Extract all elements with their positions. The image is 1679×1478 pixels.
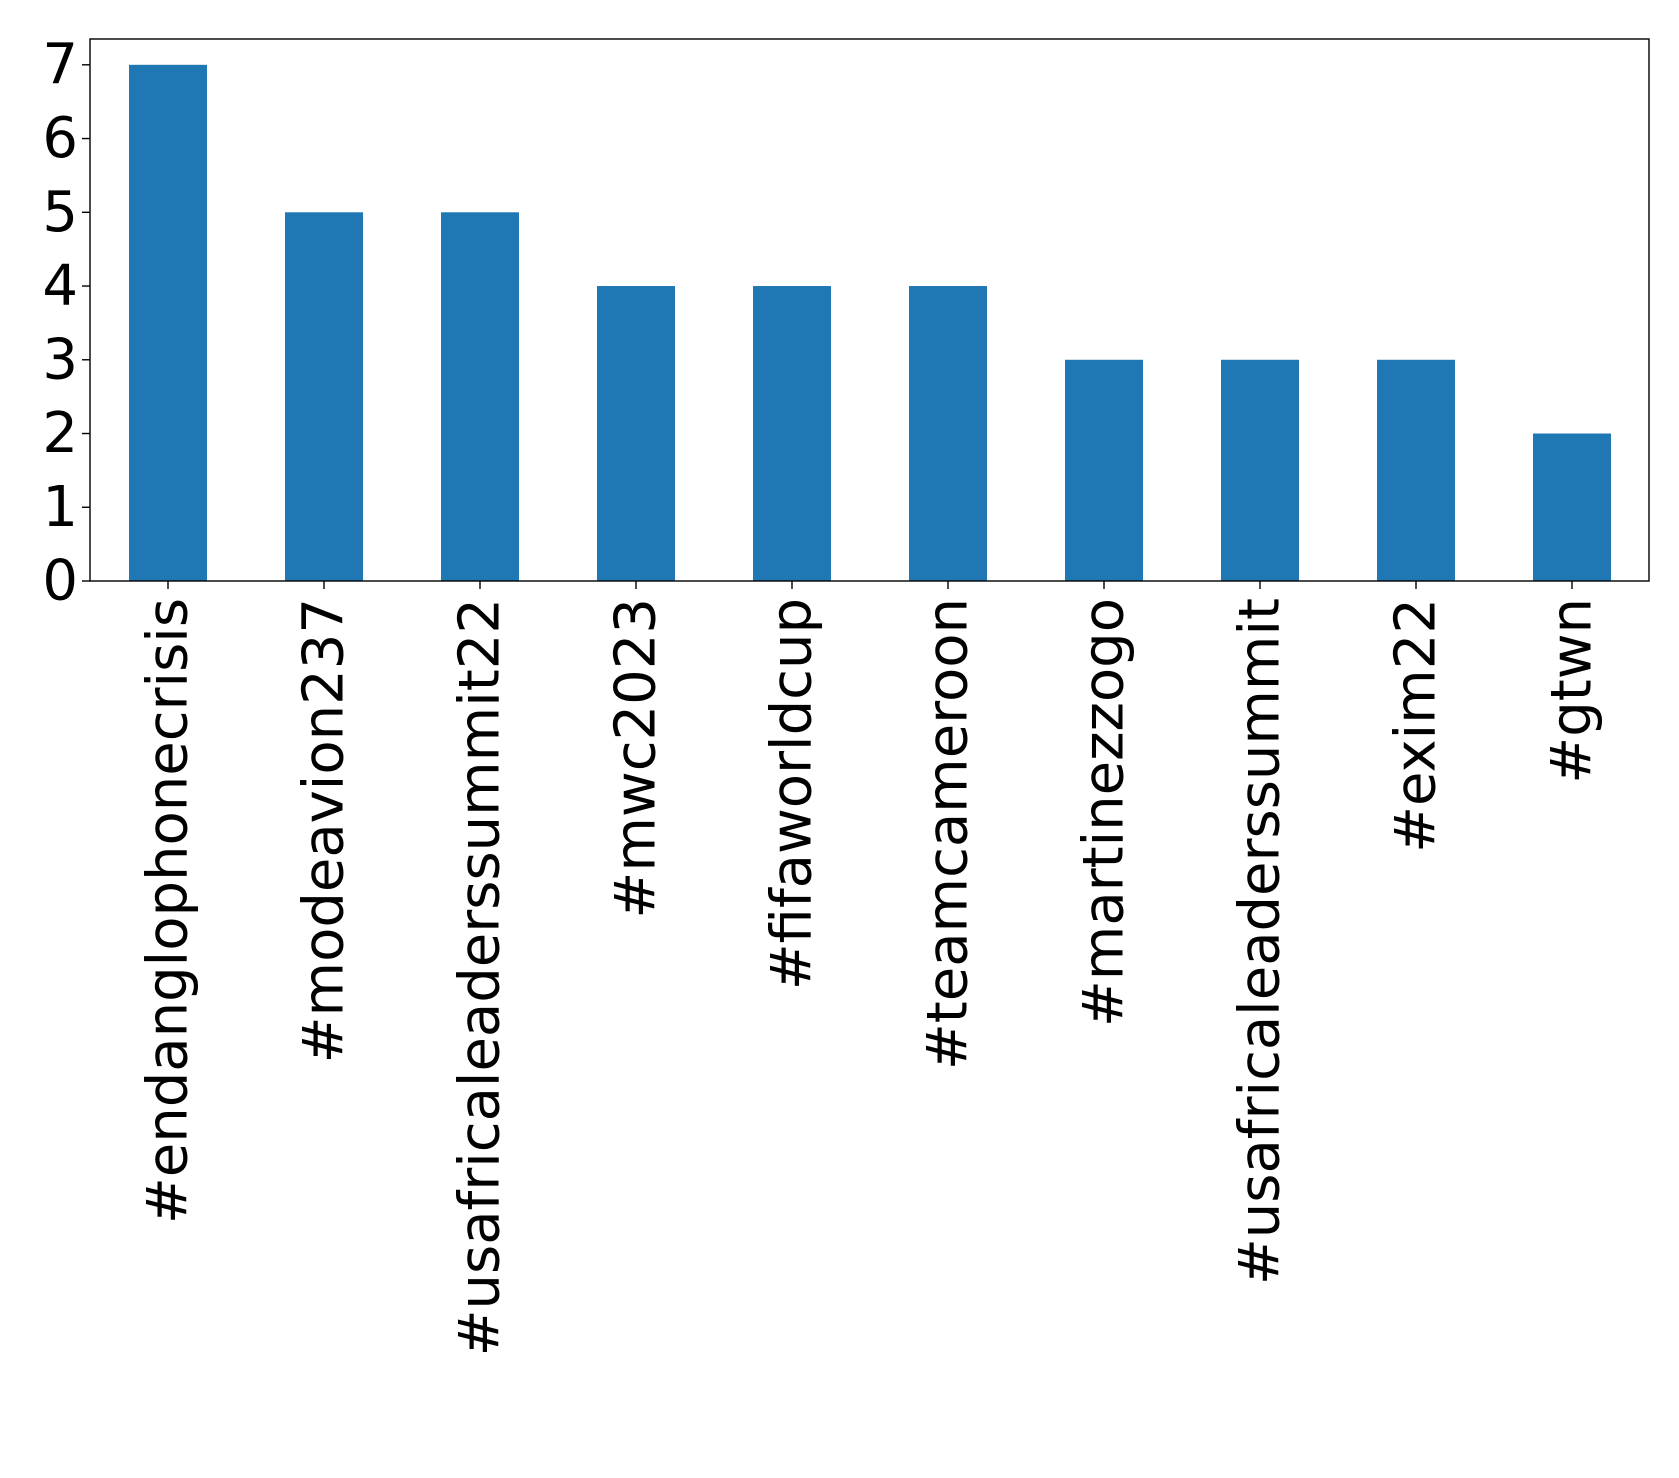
y-tick-label: 1 [42,475,78,540]
x-tick-label: #martinezzogo [1072,598,1137,1027]
x-tick-label: #teamcameroon [916,598,981,1070]
y-tick-label: 3 [42,327,78,392]
bar-modeavion237 [285,212,363,581]
bar-exim22 [1377,359,1455,581]
y-tick-label: 2 [42,401,78,466]
x-tick-label: #exim22 [1384,598,1449,853]
x-tick-label: #fifaworldcup [760,598,825,990]
x-tick-label: #modeavion237 [292,598,357,1063]
bar-teamcameroon [909,286,987,581]
bar-martinezzogo [1065,359,1143,581]
y-tick-label: 6 [42,106,78,171]
y-tick-label: 0 [42,549,78,614]
x-tick-label: #usafricaleaderssummit [1228,598,1293,1285]
bar-endanglophonecrisis [129,64,207,582]
y-axis-ticks: 0 1 2 3 4 5 6 7 [42,32,90,614]
bar-fifaworldcup [753,286,831,581]
plot-frame [89,38,1650,582]
x-tick-label: #mwc2023 [604,598,669,919]
bars-group [129,64,1611,582]
x-tick-label: #endanglophonecrisis [136,598,201,1224]
y-tick-label: 4 [42,254,78,319]
x-tick-label: #usafricaleaderssummit22 [448,598,513,1356]
bar-usafricaleaderssummit22 [441,212,519,581]
bar-gtwn [1533,433,1611,581]
y-tick-label: 7 [42,32,78,97]
x-axis-ticks: #endanglophonecrisis #modeavion237 #usafri… [136,581,1605,1356]
bar-mwc2023 [597,286,675,581]
bar-usafricaleaderssummit [1221,359,1299,581]
x-tick-label: #gtwn [1540,598,1605,784]
y-tick-label: 5 [42,180,78,245]
